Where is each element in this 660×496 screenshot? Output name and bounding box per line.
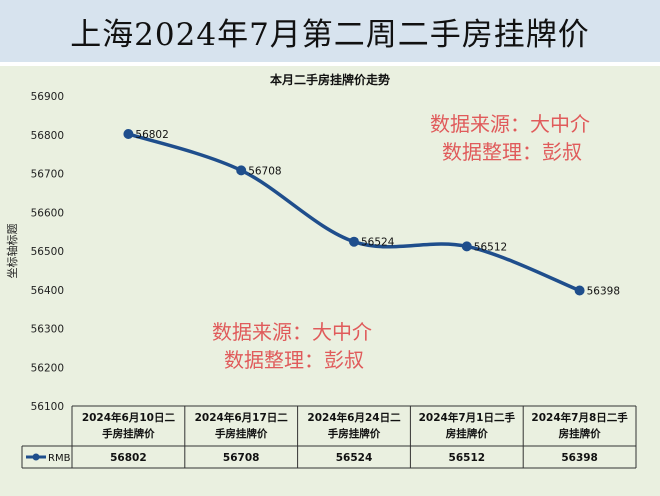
y-tick-label: 56200 [31,362,64,374]
x-category-label: 房挂牌价 [559,427,601,440]
data-label: 56802 [135,129,168,141]
x-category-label: 手房挂牌价 [215,427,268,440]
data-label: 56398 [587,286,620,298]
y-tick-label: 56900 [31,91,64,103]
legend-series-name: RMB [48,453,71,464]
chart-area: 本月二手房挂牌价走势坐标轴标题 56100 56200 56300 56400 56500… [0,66,660,496]
chart-title: 本月二手房挂牌价走势 [270,72,390,87]
y-tick-label: 56700 [31,169,64,181]
watermark-bottom-line2: 数据整理：彭叔 [224,348,364,372]
y-tick-label: 56100 [31,401,64,413]
watermark-bottom: 数据来源：大中介 数据整理：彭叔 [212,318,372,374]
x-category-label: 2024年6月10日二 [82,411,176,424]
data-label: 56512 [474,241,507,253]
watermark-top-line1: 数据来源：大中介 [430,112,590,136]
x-category-label: 2024年6月17日二 [195,411,289,424]
table-value: 56512 [449,452,486,464]
y-tick-label: 56300 [31,324,64,336]
data-point [123,128,134,139]
watermark-top-line2: 数据整理：彭叔 [442,140,582,164]
table-value: 56802 [110,452,147,464]
y-axis-title: 坐标轴标题 [5,224,19,279]
y-tick-label: 56800 [31,130,64,142]
y-tick-label: 56600 [31,207,64,219]
data-label: 56708 [248,165,281,177]
x-category-label: 手房挂牌价 [102,427,155,440]
data-point [574,285,585,296]
data-label: 56524 [361,237,395,249]
data-point [236,165,247,176]
watermark-bottom-line1: 数据来源：大中介 [212,320,372,344]
watermark-top: 数据来源：大中介 数据整理：彭叔 [430,110,590,166]
data-point [461,241,472,252]
x-category-label: 2024年6月24日二 [307,411,401,424]
title-banner: 上海2024年7月第二周二手房挂牌价 [0,0,660,62]
x-category-label: 房挂牌价 [446,427,488,440]
data-point [349,236,359,247]
table-value: 56398 [561,452,598,464]
legend-marker [32,453,40,461]
x-category-label: 2024年7月8日二手 [531,411,628,424]
y-tick-label: 56400 [31,285,64,297]
x-category-label: 手房挂牌价 [328,427,381,440]
x-category-label: 2024年7月1日二手 [419,411,516,424]
y-tick-label: 56500 [31,246,64,258]
table-value: 56524 [336,452,373,464]
page-title: 上海2024年7月第二周二手房挂牌价 [70,16,590,53]
table-value: 56708 [223,452,260,464]
